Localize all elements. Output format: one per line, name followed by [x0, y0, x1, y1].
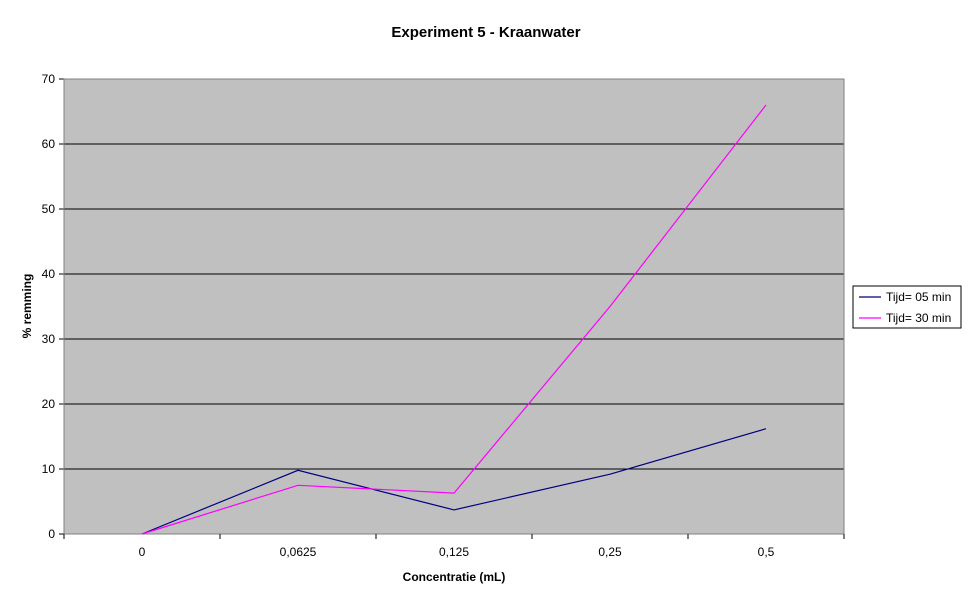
y-axis-label: % remming [20, 274, 34, 339]
y-tick-label: 10 [42, 462, 56, 476]
chart-title: Experiment 5 - Kraanwater [391, 24, 580, 41]
y-tick-label: 40 [42, 267, 56, 281]
y-tick-label: 30 [42, 332, 56, 346]
plot-border [63, 78, 845, 535]
x-tick-labels: 0 0,0625 0,125 0,25 0,5 [139, 545, 775, 559]
legend-items: Tijd= 05 min Tijd= 30 min [859, 290, 951, 325]
y-tick-label: 70 [42, 72, 56, 86]
x-tick-label: 0,0625 [280, 545, 317, 559]
x-axis-label: Concentratie (mL) [403, 570, 506, 584]
legend-label: Tijd= 30 min [886, 311, 951, 325]
y-tick-label: 60 [42, 137, 56, 151]
legend-label: Tijd= 05 min [886, 290, 951, 304]
series-lines [141, 104, 767, 535]
legend-box [852, 285, 962, 329]
x-tick-label: 0,25 [598, 545, 622, 559]
y-tick-labels: 0 10 20 30 40 50 60 70 [42, 72, 56, 541]
axes [59, 78, 845, 539]
x-tick-label: 0,5 [758, 545, 775, 559]
x-tick-label: 0,125 [439, 545, 469, 559]
y-tick-label: 20 [42, 397, 56, 411]
plot-area [64, 79, 844, 534]
x-tick-label: 0 [139, 545, 146, 559]
y-tick-label: 0 [48, 527, 55, 541]
legend: Tijd= 05 min Tijd= 30 min [852, 285, 962, 329]
series-line-1 [141, 428, 767, 535]
series-line-2 [141, 104, 767, 535]
y-tick-label: 50 [42, 202, 56, 216]
